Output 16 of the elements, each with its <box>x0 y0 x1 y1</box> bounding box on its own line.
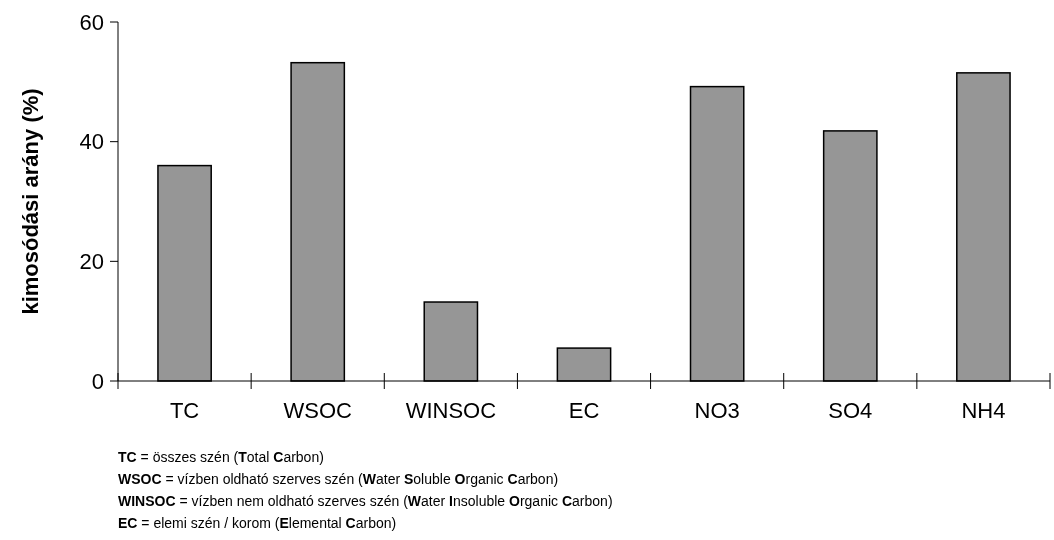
y-tick-label: 60 <box>79 9 104 35</box>
x-tick-label: NH4 <box>961 398 1006 423</box>
y-axis-title: kimosódási arány (%) <box>18 88 43 315</box>
y-tick-label: 0 <box>91 368 104 394</box>
text: WINSOC = vízben nem oldható szerves szén (Water Insoluble Organic Carbon) <box>118 493 613 509</box>
x-tick-label: NO3 <box>694 398 740 423</box>
x-tick-label: TC <box>169 398 200 423</box>
y-tick-label: 40 <box>79 129 104 155</box>
text: EC = elemi szén / korom (Elemental Carbon) <box>118 515 397 531</box>
y-tick-label: 20 <box>79 249 104 275</box>
x-tick-label: EC <box>568 398 600 423</box>
x-tick-label: WINSOC <box>405 398 497 423</box>
x-tick-label: SO4 <box>828 398 873 423</box>
x-tick-label: WSOC <box>283 398 353 423</box>
text: WSOC = vízben oldható szerves szén (Water Soluble Organic Carbon) <box>118 471 559 487</box>
text: TC = összes szén (Total Carbon) <box>118 449 324 465</box>
